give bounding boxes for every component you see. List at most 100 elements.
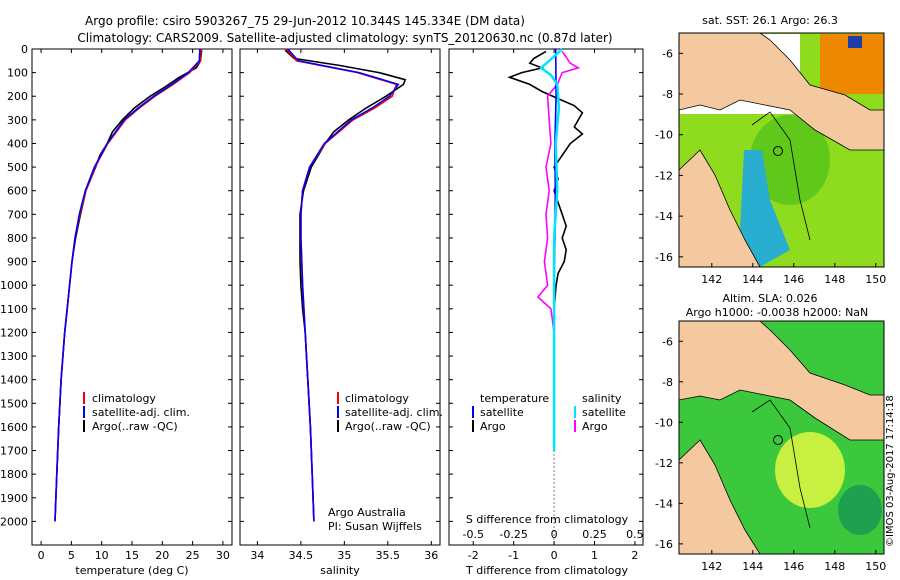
x-tick-label: 10: [95, 549, 109, 562]
legend-satellite-label: satellite-adj. clim.: [92, 406, 190, 419]
lat-tick-label: -10: [655, 416, 673, 429]
sla-map-subtitle: Argo h1000: -0.0038 h2000: NaN: [686, 306, 869, 319]
s-difference-xlabel: S difference from climatology: [466, 513, 629, 526]
lon-tick-label: 144: [742, 560, 763, 573]
s-tick-label: 0.25: [582, 528, 607, 541]
figure-title-line2: Climatology: CARS2009. Satellite-adjuste…: [77, 31, 612, 45]
lat-tick-label: -8: [662, 376, 673, 389]
depth-tick-label: 1000: [0, 279, 28, 292]
legend-climatology-label: climatology: [345, 392, 409, 405]
figure-title-line1: Argo profile: csiro 5903267_75 29-Jun-20…: [85, 14, 525, 28]
difference-legend: temperature satellite Argo salinity sate…: [472, 392, 626, 433]
salinity-xlabel: salinity: [320, 564, 360, 577]
reef-contour: [751, 111, 811, 241]
lat-tick-label: -12: [655, 457, 673, 470]
depth-tick-label: 0: [21, 43, 28, 56]
legend-temperature-heading: temperature: [480, 392, 549, 405]
argo-australia-note: Argo Australia: [328, 506, 406, 519]
x-tick-label: 20: [155, 549, 169, 562]
lon-tick-label: 142: [701, 273, 722, 286]
legend-satellite-label: satellite-adj. clim.: [345, 406, 443, 419]
legend-salinity-heading: salinity: [582, 392, 622, 405]
lon-tick-label: 146: [783, 273, 804, 286]
depth-tick-label: 1900: [0, 492, 28, 505]
sla-map: [678, 320, 885, 555]
depth-tick-label: 700: [7, 208, 28, 221]
lon-tick-label: 148: [824, 560, 845, 573]
depth-tick-label: 800: [7, 232, 28, 245]
x-tick-label: 35: [337, 549, 351, 562]
depth-tick-label: 1700: [0, 445, 28, 458]
sla-high-anomaly: [775, 432, 845, 508]
imos-credit: ©IMOS 03-Aug-2017 17:14:18: [885, 395, 896, 547]
sla-map-frame: [678, 320, 885, 555]
x-tick-label: 36: [424, 549, 438, 562]
reef-contour: [751, 399, 811, 529]
depth-tick-label: 900: [7, 256, 28, 269]
sst-map-frame: [678, 32, 885, 268]
sst-shelf-water: [740, 150, 790, 267]
lon-tick-label: 142: [701, 560, 722, 573]
sst-map-title: sat. SST: 26.1 Argo: 26.3: [702, 14, 838, 27]
x-tick-label: 1: [591, 549, 598, 562]
argo-location-marker: [773, 146, 783, 156]
salinity-plot: 34 34.5 35 35.5 36: [250, 48, 438, 562]
difference-panel-frame: [448, 48, 644, 546]
legend-climatology-label: climatology: [92, 392, 156, 405]
lon-tick-label: 144: [742, 273, 763, 286]
t-difference-xlabel: T difference from climatology: [465, 564, 628, 577]
series-satellite-adj-clim: [54, 48, 201, 522]
new-guinea-land: [679, 321, 884, 441]
x-tick-label: 0: [38, 549, 45, 562]
lat-tick-label: -10: [655, 129, 673, 142]
depth-tick-label: 100: [7, 67, 28, 80]
lat-tick-label: -16: [655, 251, 673, 264]
depth-tick-label: 2000: [0, 515, 28, 528]
depth-tick-label: 200: [7, 90, 28, 103]
series-salinity-argo: [536, 50, 581, 451]
sst-cold-patch: [848, 36, 862, 48]
lat-tick-label: -6: [662, 47, 673, 60]
sla-map-title: Altim. SLA: 0.026: [722, 292, 817, 305]
series-climatology: [54, 48, 202, 522]
salinity-legend: climatology satellite-adj. clim. Argo(..…: [337, 392, 443, 433]
depth-tick-label: 1600: [0, 421, 28, 434]
salinity-panel-frame: [239, 48, 441, 546]
legend-argo-label: Argo(..raw -QC): [92, 420, 178, 433]
x-tick-label: -1: [508, 549, 519, 562]
series-satellite-adj-clim: [287, 48, 400, 522]
series-temperature-argo: [507, 50, 584, 451]
x-tick-label: 0: [551, 549, 558, 562]
series-salinity-satellite: [539, 48, 564, 451]
lon-tick-label: 148: [824, 273, 845, 286]
pi-note: PI: Susan Wijffels: [328, 520, 422, 533]
lon-tick-label: 150: [865, 273, 886, 286]
lat-tick-label: -14: [655, 210, 673, 223]
x-tick-label: 34: [250, 549, 264, 562]
x-tick-label: 15: [125, 549, 139, 562]
temperature-panel-frame: [31, 48, 233, 546]
x-tick-label: 35.5: [376, 549, 401, 562]
depth-tick-label: 1300: [0, 350, 28, 363]
x-tick-label: 2: [631, 549, 638, 562]
s-tick-label: -0.5: [463, 528, 484, 541]
lon-tick-label: 150: [865, 560, 886, 573]
legend-s-satellite-label: satellite: [582, 406, 626, 419]
lat-tick-label: -16: [655, 538, 673, 551]
lat-tick-label: -12: [655, 169, 673, 182]
temperature-xlabel: temperature (deg C): [75, 564, 188, 577]
depth-tick-label: 1500: [0, 397, 28, 410]
sla-low-anomaly: [838, 485, 882, 535]
x-tick-label: 25: [186, 549, 200, 562]
depth-axis: 0 100 200 300 400 500 600 700 800 900 1000 1100 1200…: [0, 43, 643, 528]
new-guinea-land: [679, 33, 884, 151]
legend-s-argo-label: Argo: [582, 420, 608, 433]
temperature-plot: 0 5 10 15 20 25 30: [38, 48, 230, 562]
depth-tick-label: 400: [7, 137, 28, 150]
depth-tick-label: 600: [7, 185, 28, 198]
cape-york-land: [679, 439, 761, 554]
x-tick-label: 5: [68, 549, 75, 562]
depth-tick-label: 1800: [0, 468, 28, 481]
depth-tick-label: 300: [7, 114, 28, 127]
